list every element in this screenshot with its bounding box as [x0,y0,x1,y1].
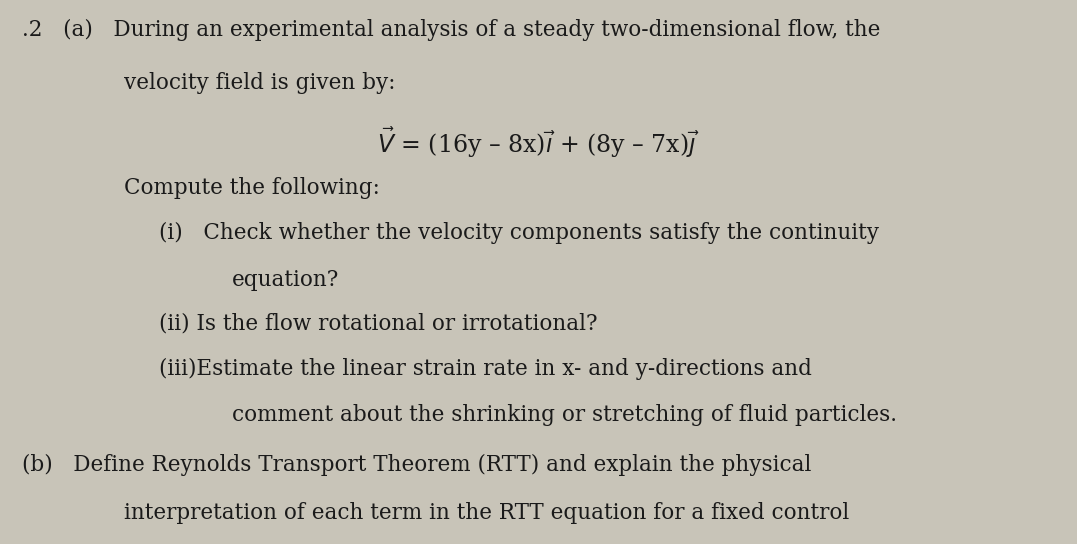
Text: velocity field is given by:: velocity field is given by: [124,72,395,94]
Text: .2   (a)   During an experimental analysis of a steady two-dimensional flow, the: .2 (a) During an experimental analysis o… [22,19,880,41]
Text: interpretation of each term in the RTT equation for a fixed control: interpretation of each term in the RTT e… [124,502,849,523]
Text: (b)   Define Reynolds Transport Theorem (RTT) and explain the physical: (b) Define Reynolds Transport Theorem (R… [22,454,811,477]
Text: equation?: equation? [232,269,339,291]
Text: (i)   Check whether the velocity components satisfy the continuity: (i) Check whether the velocity component… [159,222,880,244]
Text: Compute the following:: Compute the following: [124,177,380,199]
Text: (iii)Estimate the linear strain rate in x- and y-directions and: (iii)Estimate the linear strain rate in … [159,357,812,380]
Text: (ii) Is the flow rotational or irrotational?: (ii) Is the flow rotational or irrotatio… [159,313,598,335]
Text: $\vec{V}$ = (16y – 8x)$\vec{\imath}$ + (8y – 7x)$\vec{\jmath}$: $\vec{V}$ = (16y – 8x)$\vec{\imath}$ + (… [377,125,700,160]
Text: comment about the shrinking or stretching of fluid particles.: comment about the shrinking or stretchin… [232,404,896,425]
